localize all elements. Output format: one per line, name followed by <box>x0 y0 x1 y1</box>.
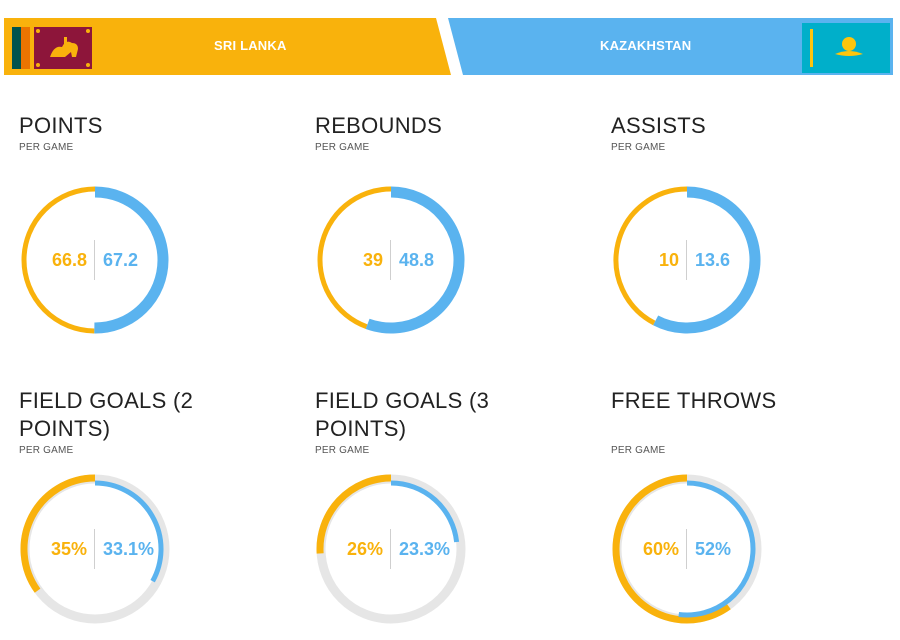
stat-subtitle: PER GAME <box>315 142 370 153</box>
stat-subtitle: PER GAME <box>19 445 74 456</box>
away-arc <box>653 186 761 334</box>
home-arc <box>613 186 688 326</box>
donut-chart: 60% 52% <box>607 469 767 629</box>
home-value: 26% <box>346 539 383 559</box>
away-value: 67.2 <box>103 250 139 270</box>
donut-chart: 35% 33.1% <box>15 469 175 629</box>
kazakhstan-flag-icon <box>802 23 890 73</box>
stat-free-throws: FREE THROWS PER GAME 60% 52% <box>611 387 881 624</box>
stat-points: POINTS PER GAME 66.8 67.2 <box>19 112 289 334</box>
value-divider <box>686 240 687 280</box>
value-divider <box>94 240 95 280</box>
home-team-name: SRI LANKA <box>214 38 287 53</box>
donut-svg <box>317 186 465 334</box>
value-divider <box>390 240 391 280</box>
away-value: 23.3% <box>399 539 451 559</box>
donut-svg <box>612 474 762 624</box>
stat-subtitle: PER GAME <box>611 142 666 153</box>
away-value: 33.1% <box>103 539 155 559</box>
away-team-name: KAZAKHSTAN <box>600 38 692 53</box>
matchup-banner: SRI LANKA KAZAKHSTAN <box>0 0 900 90</box>
home-value: 66.8 <box>51 250 87 270</box>
away-arc <box>390 480 460 543</box>
away-arc <box>94 186 169 334</box>
home-value: 10 <box>658 250 679 270</box>
value-divider <box>686 529 687 569</box>
stat-title: REBOUNDS <box>315 113 443 138</box>
stat-title: FIELD GOALS (2 POINTS) <box>19 388 194 441</box>
donut-chart: 10 13.6 <box>607 180 767 340</box>
stat-rebounds: REBOUNDS PER GAME 39 48.8 <box>315 112 585 334</box>
banner-background <box>4 18 893 75</box>
donut-chart: 26% 23.3% <box>311 469 471 629</box>
away-value: 13.6 <box>695 250 731 270</box>
stat-title: FIELD GOALS (3 POINTS) <box>315 388 490 441</box>
stat-field-goals-2pt: FIELD GOALS (2 POINTS) PER GAME 35% 33.1… <box>19 387 289 624</box>
stat-title: ASSISTS <box>611 113 707 138</box>
stat-subtitle: PER GAME <box>315 445 370 456</box>
away-arc <box>94 480 164 583</box>
home-arc <box>316 474 392 554</box>
stat-subtitle: PER GAME <box>611 445 666 456</box>
away-value: 48.8 <box>399 250 435 270</box>
donut-chart: 66.8 67.2 <box>15 180 175 340</box>
stat-title: POINTS <box>19 113 103 138</box>
donut-svg <box>613 186 761 334</box>
stat-field-goals-3pt: FIELD GOALS (3 POINTS) PER GAME 26% 23.3… <box>315 387 585 624</box>
value-divider <box>94 529 95 569</box>
away-value: 52% <box>695 539 732 559</box>
stat-title: FREE THROWS <box>611 388 777 413</box>
home-value: 39 <box>362 250 383 270</box>
home-arc <box>317 186 392 330</box>
stat-subtitle: PER GAME <box>19 142 74 153</box>
home-arc <box>20 474 96 593</box>
stat-assists: ASSISTS PER GAME 10 13.6 <box>611 112 881 334</box>
home-arc <box>21 186 96 334</box>
away-arc <box>678 480 756 618</box>
away-arc <box>365 186 465 334</box>
donut-svg <box>20 474 170 624</box>
sri-lanka-flag-icon <box>8 23 96 73</box>
home-arc <box>612 474 731 624</box>
donut-svg <box>316 474 466 624</box>
donut-svg <box>21 186 169 334</box>
home-value: 35% <box>50 539 87 559</box>
value-divider <box>390 529 391 569</box>
donut-chart: 39 48.8 <box>311 180 471 340</box>
home-value: 60% <box>642 539 679 559</box>
